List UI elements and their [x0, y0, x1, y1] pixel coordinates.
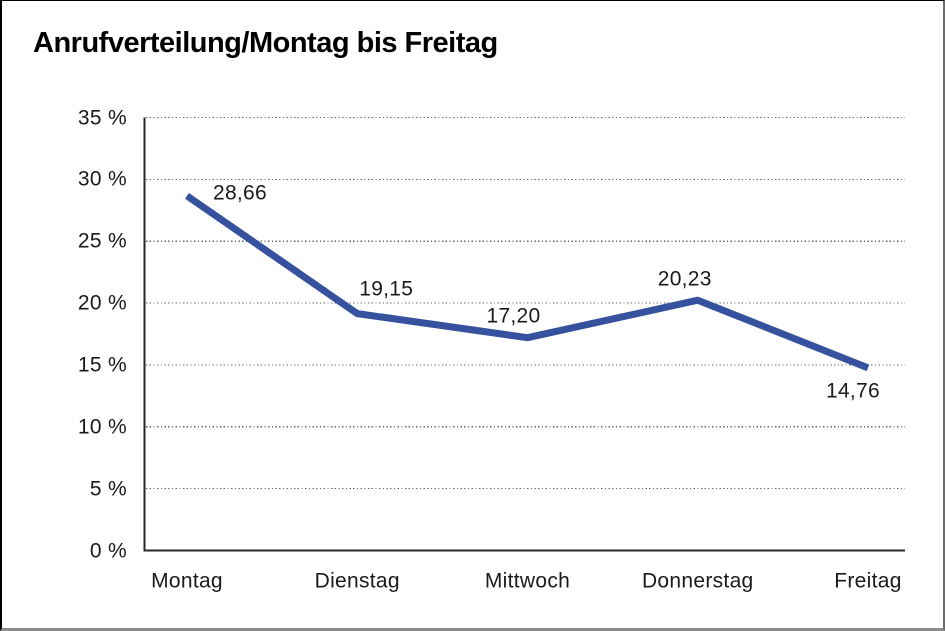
chart-title: Anrufverteilung/Montag bis Freitag — [33, 27, 498, 59]
data-point-label: 20,23 — [657, 267, 712, 291]
data-line — [185, 193, 870, 372]
x-category-label: Mittwoch — [484, 569, 571, 593]
y-tick-label: 15 % — [77, 353, 127, 377]
x-category-label: Montag — [151, 569, 223, 593]
y-tick-label: 25 % — [77, 229, 127, 253]
x-category-label: Donnerstag — [641, 569, 754, 593]
data-point-label: 19,15 — [359, 277, 414, 301]
y-tick-label: 0 % — [89, 539, 127, 562]
y-tick-label: 30 % — [77, 167, 127, 191]
data-point-label: 17,20 — [486, 304, 541, 328]
x-category-label: Freitag — [834, 569, 902, 593]
y-tick-label: 20 % — [77, 291, 127, 315]
y-tick-label: 35 % — [77, 106, 127, 129]
y-tick-label: 5 % — [89, 477, 127, 501]
data-point-label: 14,76 — [825, 379, 881, 403]
y-tick-label: 10 % — [77, 415, 127, 439]
x-category-label: Dienstag — [314, 569, 400, 593]
data-point-label: 28,66 — [212, 181, 268, 205]
axes — [143, 117, 905, 552]
